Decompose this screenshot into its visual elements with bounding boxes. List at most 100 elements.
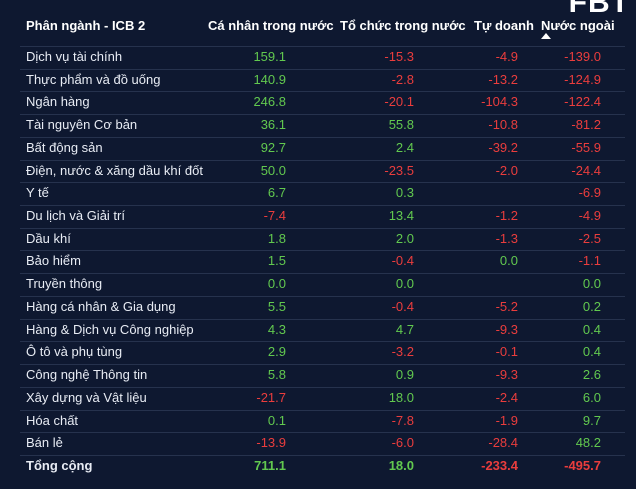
row-separator <box>20 250 625 252</box>
row-separator <box>20 182 625 184</box>
net-value: -5.2 <box>495 298 518 314</box>
row-separator <box>20 318 625 320</box>
sector-name: Bảo hiểm <box>26 253 81 269</box>
net-value: -39.2 <box>488 139 518 155</box>
sector-name: Hàng & Dịch vụ Công nghiệp <box>26 321 194 337</box>
sector-name: Tổng cộng <box>26 457 93 473</box>
sector-name: Công nghệ Thông tin <box>26 367 148 383</box>
sector-name: Dịch vụ tài chính <box>26 49 123 64</box>
net-value: -7.8 <box>391 412 414 428</box>
net-value: -1.3 <box>495 230 518 246</box>
net-value: -104.3 <box>481 94 518 110</box>
net-value: 6.7 <box>267 185 286 201</box>
net-value: 1.5 <box>267 253 286 269</box>
sector-name: Ô tô và phụ tùng <box>26 344 123 360</box>
net-value: 0.0 <box>267 276 286 292</box>
net-value: 0.2 <box>582 298 601 314</box>
row-separator <box>20 409 625 411</box>
net-value: 4.3 <box>267 321 286 337</box>
net-value: -6.9 <box>578 185 601 201</box>
row-separator <box>20 454 625 456</box>
logo: FBT <box>568 0 630 19</box>
net-value: 140.9 <box>253 71 286 87</box>
sector-name: Du lịch và Giải trí <box>26 208 125 224</box>
sector-name: Bất động sản <box>26 139 103 155</box>
net-value: -2.8 <box>391 71 414 87</box>
net-value: -4.9 <box>578 208 601 224</box>
net-value: 0.0 <box>582 276 601 292</box>
row-separator <box>20 341 625 343</box>
net-value: -2.0 <box>495 162 518 178</box>
net-value: 48.2 <box>575 435 601 451</box>
net-value: 1.8 <box>267 230 286 246</box>
net-value: -124.9 <box>564 71 601 87</box>
sector-name: Ngân hàng <box>26 94 90 110</box>
net-value: 18.0 <box>388 389 414 405</box>
column-header: Cá nhân trong nước <box>208 18 334 33</box>
net-value: -23.5 <box>384 162 414 178</box>
net-value: -2.4 <box>495 389 518 405</box>
net-value: 92.7 <box>260 139 286 155</box>
row-separator <box>20 295 625 297</box>
net-value: -1.1 <box>578 253 601 269</box>
net-value: 2.6 <box>582 367 601 383</box>
net-value: 4.7 <box>395 321 414 337</box>
row-separator <box>20 159 625 161</box>
net-value: -9.3 <box>495 321 518 337</box>
net-value: -0.4 <box>391 298 414 314</box>
sector-name: Xây dựng và Vật liệu <box>26 389 147 405</box>
column-header: Phân ngành - ICB 2 <box>26 18 146 33</box>
sector-name: Hàng cá nhân & Gia dụng <box>26 298 176 314</box>
net-value: -2.5 <box>578 230 601 246</box>
net-value: -9.3 <box>495 367 518 383</box>
column-header: Nước ngoài <box>541 18 615 33</box>
row-separator <box>20 68 625 70</box>
net-value: 0.0 <box>499 253 518 269</box>
net-value: 9.7 <box>582 412 601 428</box>
net-value: -0.1 <box>495 344 518 360</box>
net-value: 0.4 <box>582 344 601 360</box>
sector-name: Dầu khí <box>26 230 71 246</box>
sort-arrow <box>541 33 551 39</box>
net-value: -4.9 <box>495 49 518 64</box>
sector-name: Y tế <box>26 185 49 201</box>
net-value: 0.4 <box>582 321 601 337</box>
net-value: 36.1 <box>260 117 286 133</box>
net-value: 711.1 <box>254 457 286 473</box>
net-value: -122.4 <box>564 94 601 110</box>
row-separator <box>20 205 625 207</box>
net-value: 50.0 <box>260 162 286 178</box>
sector-name: Tài nguyên Cơ bản <box>26 117 138 133</box>
net-value: -24.4 <box>571 162 601 178</box>
net-value: -0.4 <box>391 253 414 269</box>
net-value: 6.0 <box>582 389 601 405</box>
net-value: -7.4 <box>263 208 286 224</box>
net-value: 5.5 <box>267 298 286 314</box>
net-value: -81.2 <box>571 117 601 133</box>
net-value: 2.9 <box>267 344 286 360</box>
row-separator <box>20 46 625 47</box>
sector-name: Truyền thông <box>26 276 103 292</box>
row-separator <box>20 432 625 434</box>
net-value: -233.4 <box>481 457 518 473</box>
row-separator <box>20 136 625 138</box>
net-value: -20.1 <box>384 94 414 110</box>
net-value: 2.0 <box>395 230 414 246</box>
net-value: -3.2 <box>391 344 414 360</box>
column-header: Tổ chức trong nước <box>340 18 466 33</box>
row-separator <box>20 364 625 366</box>
net-value: -21.7 <box>256 389 286 405</box>
row-separator <box>20 227 625 229</box>
net-value: -55.9 <box>571 139 601 155</box>
sector-name: Hóa chất <box>26 412 79 428</box>
row-separator <box>20 114 625 116</box>
net-value: -1.2 <box>495 208 518 224</box>
net-value: 0.9 <box>395 367 414 383</box>
sector-name: Điện, nước & xăng dầu khí đốt <box>26 162 203 178</box>
net-value: -10.8 <box>488 117 518 133</box>
net-value: 246.8 <box>253 94 286 110</box>
net-value: 0.1 <box>267 412 286 428</box>
column-header: Tự doanh <box>474 18 534 33</box>
net-value: 55.8 <box>388 117 414 133</box>
